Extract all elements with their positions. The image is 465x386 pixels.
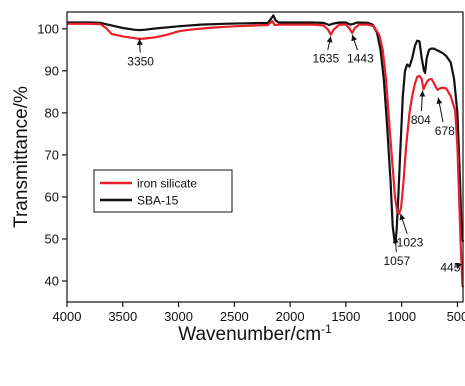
legend-box — [93, 169, 233, 213]
peak-label: 445 — [440, 261, 460, 275]
peak-label: 678 — [435, 124, 455, 138]
peak-arrow — [392, 236, 399, 253]
x-tick-label: 2500 — [220, 309, 249, 324]
peak-arrow — [136, 38, 143, 53]
series-line-iron-silicate — [67, 20, 465, 288]
x-tick-label: 3000 — [164, 309, 193, 324]
y-axis: 40 50 60 70 80 90 100 — [37, 21, 67, 288]
peak-arrow — [455, 262, 463, 269]
peak-label: 3350 — [127, 55, 154, 69]
peak-annotations: 3350 1635 1443 804 678 1023 1057 445 — [127, 34, 463, 275]
peak-arrow — [326, 36, 333, 50]
y-axis-title: Transmittance/% — [11, 86, 32, 228]
peak-label: 1057 — [383, 254, 410, 268]
x-tick-label: 500 — [447, 309, 465, 324]
x-tick-label: 4000 — [53, 309, 82, 324]
x-axis-title: Wavenumber/cm-1 — [178, 322, 332, 345]
plot-series-group — [67, 14, 465, 288]
y-tick-label: 60 — [45, 189, 59, 204]
peak-arrow — [436, 97, 444, 123]
x-tick-label: 1500 — [331, 309, 360, 324]
peak-label: 1635 — [312, 52, 339, 66]
y-tick-label: 70 — [45, 147, 59, 162]
peak-arrow — [351, 34, 358, 51]
legend-label: iron silicate — [137, 177, 197, 191]
y-tick-label: 50 — [45, 231, 59, 246]
x-tick-label: 2000 — [276, 309, 305, 324]
plot-frame — [66, 11, 464, 303]
x-axis: 4000 3500 3000 2500 2000 1500 1000 500 — [53, 302, 465, 324]
peak-arrow — [399, 213, 408, 234]
x-tick-label: 1000 — [387, 309, 416, 324]
legend: iron silicate SBA-15 — [93, 169, 233, 213]
y-tick-label: 80 — [45, 105, 59, 120]
x-axis-title-text: Wavenumber/cm — [178, 324, 321, 345]
y-tick-label: 90 — [45, 63, 59, 78]
peak-label: 1023 — [397, 235, 424, 249]
series-line-sba-15 — [67, 14, 465, 245]
x-axis-title-superscript: -1 — [321, 322, 332, 336]
y-tick-label: 100 — [37, 21, 59, 36]
peak-label: 804 — [411, 113, 431, 127]
legend-label: SBA-15 — [137, 194, 179, 208]
x-tick-label: 3500 — [108, 309, 137, 324]
peak-arrow — [419, 90, 426, 112]
peak-label: 1443 — [347, 52, 374, 66]
y-tick-label: 40 — [45, 273, 59, 288]
